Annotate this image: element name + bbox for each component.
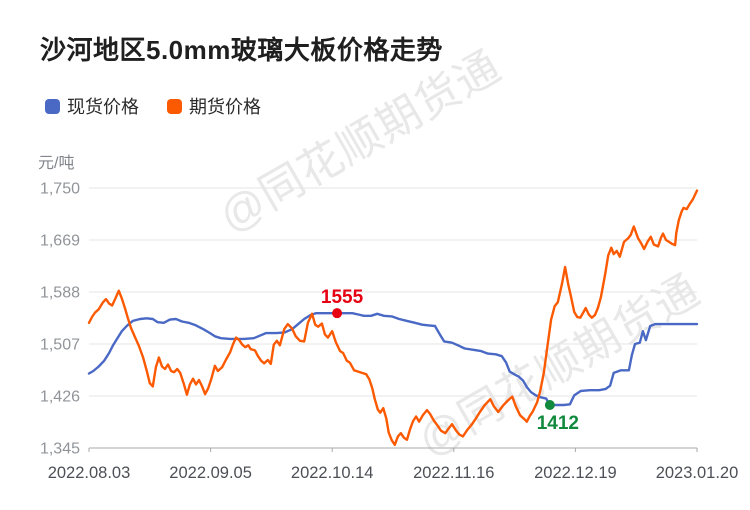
spot-price-swatch: [45, 98, 60, 114]
y-axis-tick-label: 1,426: [40, 389, 80, 406]
legend: 现货价格 期货价格: [45, 93, 261, 119]
y-axis-tick-label: 1,750: [40, 181, 80, 198]
y-axis-tick-label: 1,588: [40, 285, 80, 302]
x-axis-tick-label: 2022.09.05: [169, 464, 252, 482]
x-axis-tick-label: 2022.08.03: [48, 464, 131, 482]
annotation-label-1412: 1412: [537, 413, 579, 434]
y-axis-tick-label: 1,507: [40, 337, 80, 354]
y-axis-tick-label: 1,669: [40, 233, 80, 250]
annotation-label-1555: 1555: [321, 287, 364, 308]
y-axis-unit-label: 元/吨: [38, 155, 75, 172]
legend-item-futures-price[interactable]: 期货价格: [167, 93, 261, 119]
x-axis-tick-label: 2022.11.16: [413, 464, 494, 482]
x-axis-tick-label: 2022.12.19: [534, 464, 617, 482]
x-axis-tick-label: 2022.10.14: [291, 464, 374, 482]
chart-title: 沙河地区5.0mm玻璃大板价格走势: [40, 35, 443, 65]
y-axis-tick-label: 1,345: [40, 441, 80, 458]
x-axis-tick-label: 2023.01.20: [656, 464, 739, 482]
spot-price-legend-label: 现货价格: [67, 97, 139, 117]
annotation-dot-1555: [332, 308, 343, 319]
futures-price-line: [87, 189, 699, 446]
futures-price-legend-label: 期货价格: [189, 97, 261, 117]
annotation-dot-1412: [544, 399, 555, 410]
spot-price-line: [87, 312, 699, 407]
legend-item-spot-price[interactable]: 现货价格: [45, 93, 139, 119]
futures-price-swatch: [167, 98, 182, 114]
